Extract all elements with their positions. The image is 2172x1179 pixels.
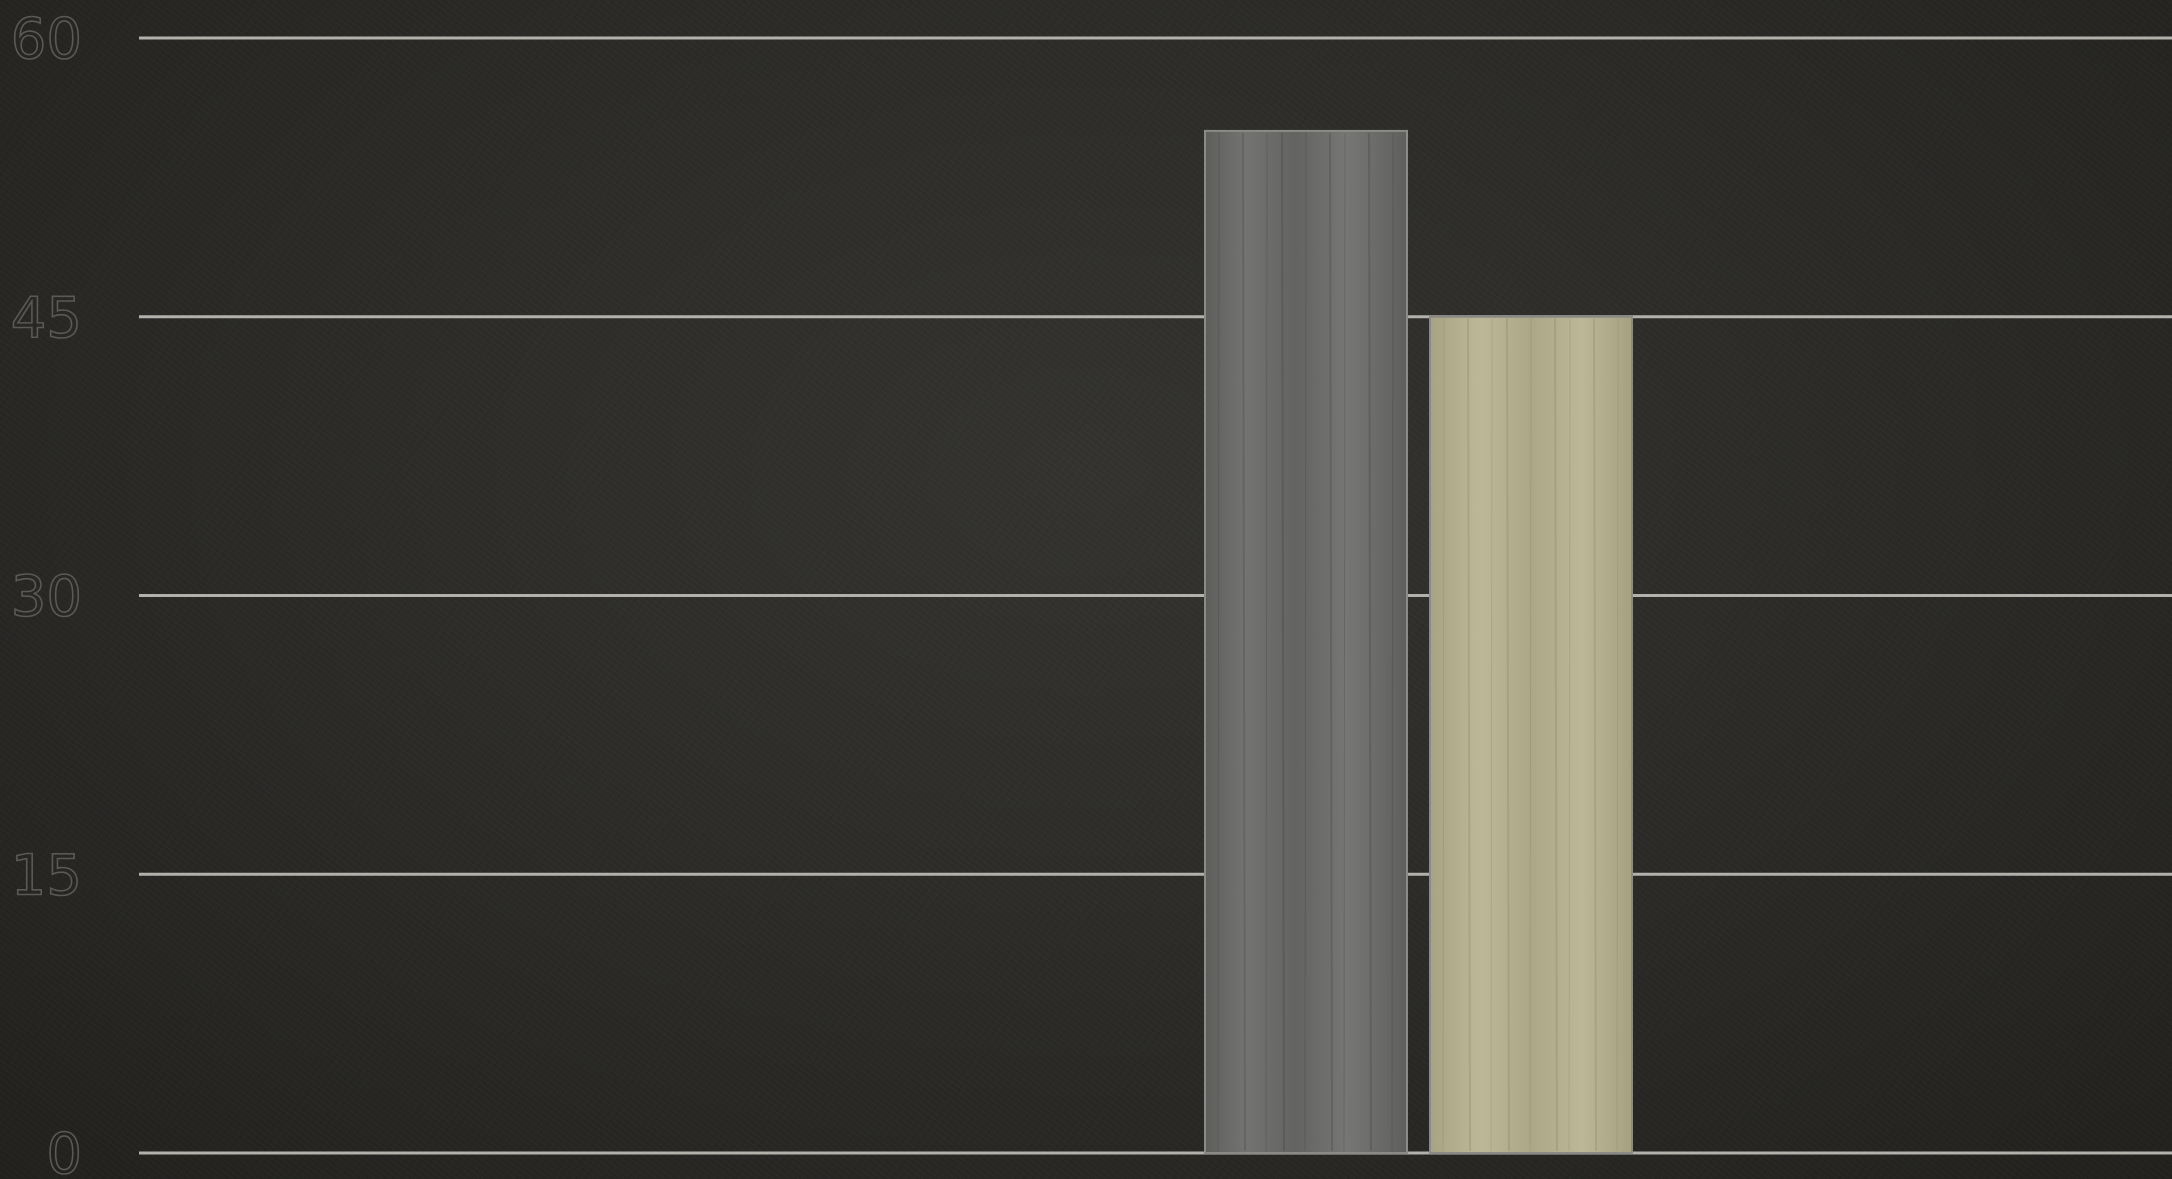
bar-grain-streak (1281, 132, 1285, 1152)
grid-lines (139, 36, 2172, 1155)
bar-grain-streak (1242, 132, 1246, 1152)
bar-2 (1429, 315, 1633, 1154)
bar-grain-streak (1304, 132, 1307, 1152)
bar-grain-streak (1343, 132, 1346, 1152)
bars (1204, 129, 1633, 1154)
bar-grain-streak (1490, 318, 1493, 1152)
bar-grain-streak (1467, 318, 1471, 1152)
bar-grain-streak (1442, 318, 1445, 1152)
bar-grain-streak (1329, 132, 1333, 1152)
bar-grain-streak (1265, 132, 1268, 1152)
y-tick-label: 45 (11, 286, 82, 351)
y-tick-label: 30 (11, 565, 82, 630)
bar-grain-streak (1593, 318, 1597, 1152)
bar-grain-streak (1368, 132, 1372, 1152)
bar-grain-streak (1217, 132, 1220, 1152)
bar-grain-streak (1568, 318, 1571, 1152)
bar-grain-streak (1554, 318, 1558, 1152)
bar-grain-streak (1529, 318, 1532, 1152)
bar-1 (1204, 129, 1408, 1154)
y-axis-tick-labels: 0 15 30 45 60 (10, 6, 83, 1179)
y-tick-label: 15 (11, 843, 82, 908)
y-tick-label: 0 (46, 1122, 82, 1179)
bar-grain-streak (1616, 318, 1619, 1152)
y-tick-label: 60 (11, 7, 82, 72)
bar-grain-streak (1391, 132, 1394, 1152)
bar-grain-streak (1506, 318, 1510, 1152)
